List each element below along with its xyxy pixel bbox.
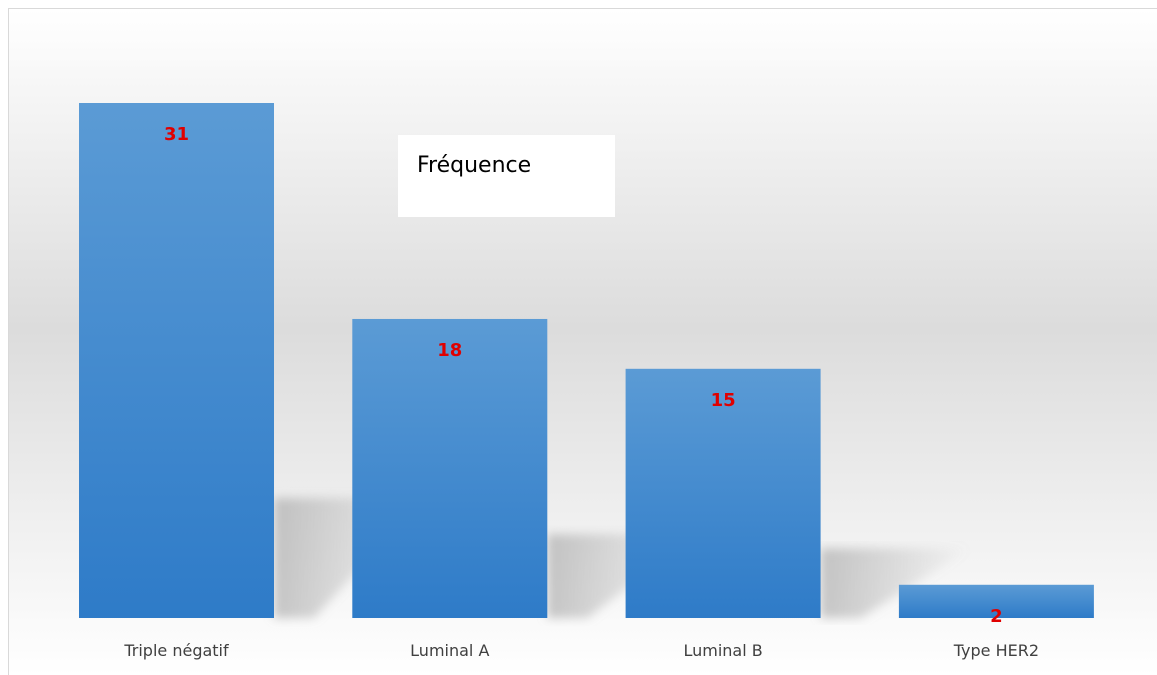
bars — [79, 103, 1094, 618]
bar — [352, 318, 548, 618]
bar-value-label: 18 — [437, 340, 462, 361]
bar — [898, 584, 1094, 618]
bar — [79, 103, 274, 618]
bar-value-label: 31 — [164, 124, 189, 145]
chart-frame — [8, 8, 1157, 675]
legend: Fréquence — [398, 135, 615, 217]
value-labels: 31 18 15 2 — [164, 124, 1003, 627]
category-label: Luminal A — [410, 641, 489, 660]
bar-value-label: 15 — [711, 390, 736, 411]
bar-shadow — [820, 548, 971, 618]
category-label: Type HER2 — [953, 641, 1039, 660]
category-label: Luminal B — [683, 641, 762, 660]
bar — [625, 368, 821, 618]
category-labels: Triple négatif Luminal A Luminal B Type HER… — [123, 641, 1039, 660]
legend-entry: Fréquence — [417, 153, 532, 178]
bar-value-label: 2 — [990, 606, 1003, 627]
category-label: Triple négatif — [123, 641, 229, 660]
